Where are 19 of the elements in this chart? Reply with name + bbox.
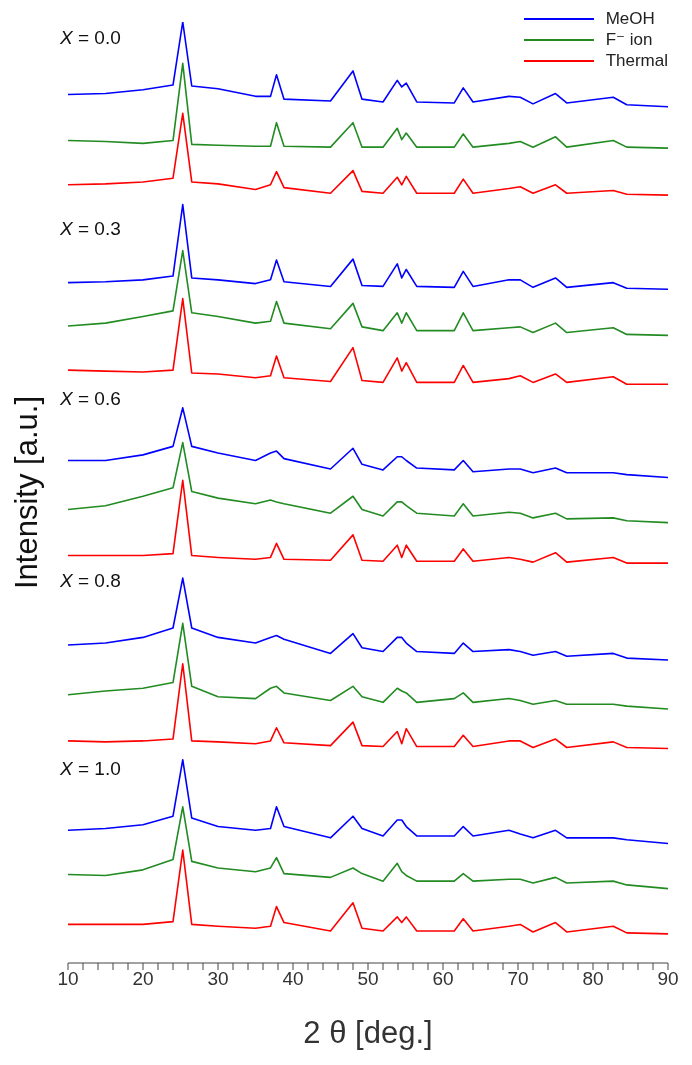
- x-tick-label: 40: [282, 968, 304, 990]
- legend-label: Thermal: [605, 50, 668, 71]
- annotation: X = 0.6: [60, 388, 121, 411]
- x-tick-label: 70: [507, 968, 529, 990]
- annotation: X = 1.0: [60, 758, 121, 781]
- annotation: X = 0.8: [60, 570, 121, 592]
- legend-label: MeOH: [605, 8, 655, 29]
- x-tick-label: 30: [207, 968, 229, 990]
- x-tick-label: 20: [132, 968, 154, 990]
- x-tick-label: 80: [582, 968, 604, 990]
- x-tick-label: 60: [432, 968, 454, 990]
- x-axis-title: 2 θ [deg.]: [303, 1015, 433, 1050]
- annotation: X = 0.3: [60, 218, 121, 241]
- x-tick-label: 50: [357, 968, 379, 990]
- y-axis-title: Intensity [a.u.]: [9, 396, 45, 589]
- annotation: X = 0.0: [60, 27, 121, 50]
- legend-label: F⁻ ion: [605, 29, 653, 50]
- x-tick-label: 10: [57, 968, 79, 990]
- x-tick-label: 90: [657, 968, 679, 990]
